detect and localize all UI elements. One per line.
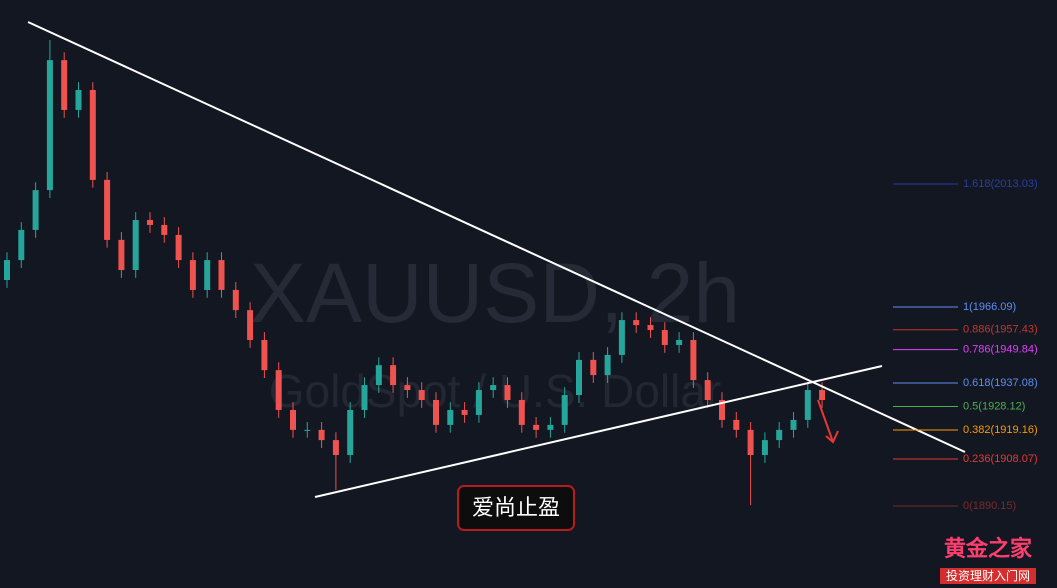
fib-label: 0.618(1937.08) [963,377,1038,389]
logo-title: 黄金之家 [944,536,1033,561]
candle-body [275,370,282,410]
candle-body [690,339,697,381]
candle-body [475,390,482,415]
candle-body [290,409,296,430]
candle-body [504,385,511,401]
arrow [817,399,839,444]
logo-subtitle-bg [940,568,1036,584]
candle-body [804,390,811,420]
candle-body [390,365,397,386]
candle-body [218,260,225,290]
candle-body [89,90,96,180]
candle-body [576,359,582,396]
candle-body [704,380,711,401]
trend-line [314,365,883,498]
candle-body [561,395,568,425]
candle-body [533,424,540,430]
candle-body [232,289,239,311]
logo-subtitle: 投资理财入门网 [946,568,1030,583]
fib-label: 0.886(1957.43) [963,324,1038,336]
candle-body [547,424,554,430]
candle-body [719,400,725,420]
candle-body [776,429,783,441]
candle-body [433,400,439,425]
fib-label: 0.786(1949.84) [963,343,1038,355]
candle-body [604,354,611,376]
candle-body [790,419,797,430]
trend-line [27,21,966,453]
candle-body [46,60,53,191]
watermark-description: GoldSpot / U.S. Dollar [269,365,722,417]
fib-label: 0.382(1919.16) [963,424,1038,436]
candle-body [318,429,325,441]
candle-body [104,179,111,240]
candle-body [747,429,754,456]
fib-label: 0.236(1908.07) [963,453,1038,465]
fib-label: 1(1966.09) [963,301,1016,313]
badge-text: 爱尚止盈 [472,495,560,520]
fib-label: 1.618(2013.03) [963,178,1038,190]
candles [4,39,826,506]
candle-body [204,260,211,290]
candle-body [819,390,826,401]
candle-body [175,234,182,261]
candle-body [347,409,354,456]
candle-body [590,359,597,376]
candle-body [633,320,640,326]
watermark-symbol: XAUUSD, 2h [250,246,740,340]
candle-body [189,260,196,290]
candle-body [161,224,168,235]
fib-label: 0(1890.15) [963,500,1016,512]
candle-body [132,219,139,271]
candle-body [375,365,382,386]
candle-body [490,385,497,391]
candle-body [118,239,125,271]
fib-levels: 1.618(2013.03) 1(1966.09) 0.886(1957.43) 0.… [893,178,1038,512]
badge-box [457,485,575,531]
candle-body [32,190,39,230]
candle-body [332,440,339,456]
candle-body [61,60,68,110]
candle-body [4,260,10,280]
candle-body [518,400,525,425]
candle-body [618,320,625,355]
candle-body [147,219,153,225]
candle-body [247,310,254,340]
candle-body [304,429,311,431]
candle-body [361,385,368,410]
candle-body [461,409,468,415]
candle-body [75,90,82,110]
candle-body [447,409,454,425]
candle-body [18,229,25,261]
candle-body [661,330,668,345]
candle-body [733,419,740,430]
candle-body [676,339,683,345]
candle-body [761,440,768,456]
candle-body [418,390,425,401]
candle-body [647,325,654,331]
candle-body [261,339,268,371]
candle-body [404,385,411,391]
fib-label: 0.5(1928.12) [963,400,1025,412]
